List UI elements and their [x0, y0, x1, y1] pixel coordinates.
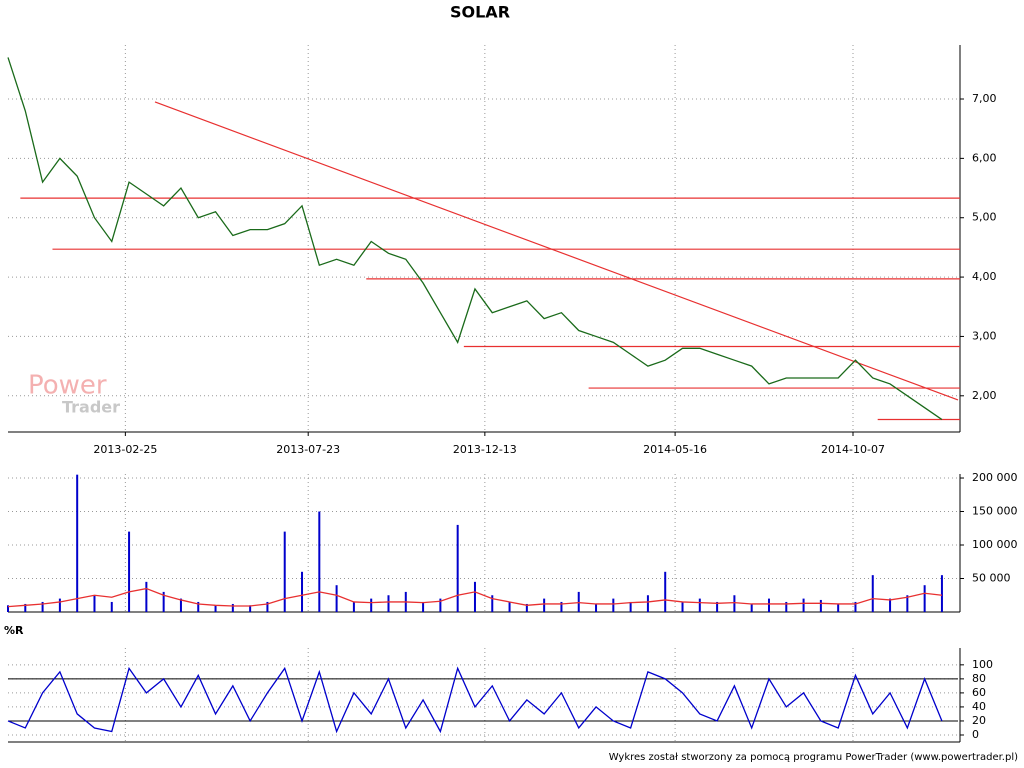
volume-bar — [940, 575, 943, 612]
y-tick-label: 20 — [972, 714, 986, 727]
volume-bar — [301, 571, 304, 612]
volume-bar — [439, 598, 442, 612]
volume-bar — [733, 595, 736, 612]
volume-average — [7, 587, 943, 608]
volume-bar — [525, 603, 528, 612]
watermark: Trader — [62, 398, 120, 417]
volume-bar — [456, 524, 459, 612]
watermark: Power — [28, 371, 107, 401]
volume-bar — [508, 601, 511, 612]
volume-bar — [7, 605, 9, 612]
y-tick-label: 40 — [972, 700, 986, 713]
volume-bar — [128, 531, 131, 612]
y-tick-label: 7,00 — [972, 92, 997, 105]
y-tick-label: 150 000 — [972, 505, 1018, 518]
volume-bar — [318, 511, 321, 612]
volume-bar — [231, 603, 234, 612]
x-tick-label: 2013-07-23 — [276, 443, 340, 456]
volume-bar — [352, 601, 355, 612]
volume-bar — [110, 601, 113, 612]
y-tick-label: 80 — [972, 672, 986, 685]
volume-bar — [58, 598, 61, 612]
volume-bar — [283, 531, 286, 612]
volume-bar — [335, 585, 338, 612]
volume-bar — [179, 598, 182, 612]
y-tick-label: 4,00 — [972, 270, 997, 283]
volume-bar — [387, 595, 390, 612]
x-tick-label: 2013-12-13 — [453, 443, 517, 456]
volume-bar — [249, 605, 252, 612]
y-tick-label: 100 — [972, 658, 993, 671]
volume-bar — [266, 601, 269, 612]
y-tick-label: 6,00 — [972, 151, 997, 164]
volume-bar — [24, 603, 27, 612]
x-tick-label: 2014-10-07 — [821, 443, 885, 456]
volume-bar — [422, 601, 425, 612]
volume-bar — [214, 605, 217, 612]
trend-line — [154, 101, 959, 401]
volume-bar — [560, 601, 563, 612]
y-tick-label: 5,00 — [972, 211, 997, 224]
volume-bar — [750, 603, 753, 612]
volume-bar — [802, 598, 805, 612]
volume-bar — [577, 591, 580, 612]
volume-bar — [646, 595, 649, 612]
volume-bar — [145, 581, 148, 612]
volume-bar — [871, 575, 874, 612]
chart-title: SOLAR — [450, 3, 510, 22]
x-tick-label: 2014-05-16 — [643, 443, 707, 456]
volume-bar — [370, 598, 373, 612]
volume-bar — [854, 601, 857, 612]
volume-bar — [819, 599, 822, 612]
y-tick-label: 3,00 — [972, 329, 997, 342]
volume-bar — [889, 598, 892, 612]
volume-bar — [93, 595, 96, 612]
y-tick-label: 2,00 — [972, 389, 997, 402]
volume-bar — [41, 601, 44, 612]
volume-bar — [76, 474, 79, 612]
y-tick-label: 60 — [972, 686, 986, 699]
volume-bar — [698, 598, 701, 612]
y-tick-label: 0 — [972, 728, 979, 741]
volume-bar — [629, 601, 632, 612]
volume-bar — [197, 601, 200, 612]
volume-bar — [595, 603, 598, 612]
y-tick-label: 100 000 — [972, 538, 1018, 551]
volume-bar — [473, 581, 476, 612]
panel-title: %R — [4, 624, 24, 637]
volume-bar — [681, 601, 684, 612]
volume-bar — [664, 571, 667, 612]
volume-bar — [491, 595, 494, 612]
price-line — [7, 57, 943, 421]
volume-bar — [837, 603, 840, 612]
volume-bar — [767, 598, 770, 612]
volume-bar — [906, 595, 909, 612]
volume-bar — [543, 598, 546, 612]
volume-bar — [612, 598, 615, 612]
footer: Wykres został stworzony za pomocą progra… — [609, 752, 1018, 763]
volume-bar — [162, 591, 165, 612]
y-tick-label: 200 000 — [972, 471, 1018, 484]
x-tick-label: 2013-02-25 — [93, 443, 157, 456]
price-line — [7, 666, 943, 734]
volume-bar — [785, 601, 788, 612]
y-tick-label: 50 000 — [972, 572, 1011, 585]
volume-bar — [716, 601, 719, 612]
volume-bar — [923, 585, 926, 612]
